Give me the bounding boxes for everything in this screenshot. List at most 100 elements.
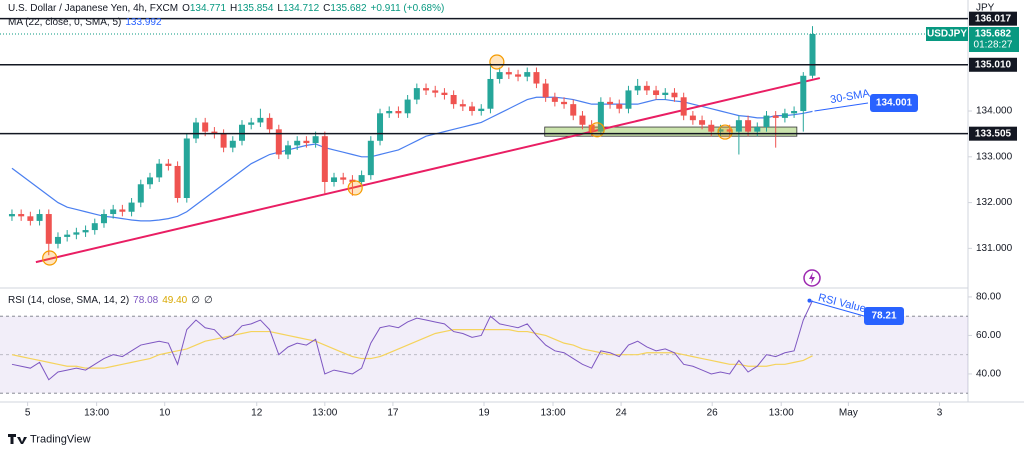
- candle-body: [413, 88, 420, 100]
- x-tick-label: 13:00: [769, 408, 794, 419]
- candle-body: [82, 230, 89, 233]
- candle-body: [367, 140, 374, 176]
- trendline: [35, 77, 821, 264]
- rsi-tick-label: 60.00: [976, 330, 1001, 341]
- x-tick-label: 13:00: [540, 408, 565, 419]
- y-tick-label: 134.000: [976, 106, 1013, 117]
- touch-circle: [42, 250, 58, 266]
- level-label: 136.017: [975, 13, 1012, 24]
- annotation-arrow: [814, 102, 869, 112]
- candle-body: [137, 184, 144, 203]
- lightning-icon: [803, 269, 821, 287]
- rsi-annotation-text: RSI Value: [817, 292, 867, 315]
- candle-body: [570, 104, 577, 116]
- level-label-box: [969, 57, 1017, 72]
- candle-body: [680, 97, 687, 116]
- x-tick-label: 19: [478, 408, 490, 419]
- x-tick-label: 24: [616, 408, 628, 419]
- low-value: 134.712: [282, 3, 320, 14]
- candle-body: [450, 94, 457, 105]
- candle-body: [156, 163, 163, 178]
- candle-body: [266, 117, 273, 130]
- candle-body: [708, 124, 715, 132]
- candle-body: [662, 92, 669, 95]
- rsi-ma-value: 49.40: [162, 295, 188, 306]
- x-tick-label: 17: [387, 408, 399, 419]
- rsi-tick-label: 40.00: [976, 369, 1001, 380]
- x-tick-label: 13:00: [84, 408, 109, 419]
- candle-body: [763, 115, 770, 128]
- candle-body: [487, 78, 494, 109]
- candle-body: [174, 165, 181, 199]
- candle-body: [772, 115, 779, 118]
- candle-body: [36, 214, 43, 221]
- x-tick-label: 26: [707, 408, 719, 419]
- rsi-ma-line: [11, 329, 813, 369]
- ma-line: [11, 96, 813, 222]
- candle-body: [202, 122, 209, 132]
- candle-body: [119, 209, 126, 212]
- rsi-flag: ∅: [191, 295, 200, 306]
- candle-body: [505, 72, 512, 75]
- candle-body: [634, 85, 641, 91]
- candle-body: [726, 129, 733, 132]
- x-tick-label: May: [839, 408, 858, 419]
- close-key: C135.682: [323, 3, 367, 14]
- candle-body: [607, 101, 614, 105]
- candle-body: [791, 111, 798, 114]
- level-label-box: [969, 11, 1017, 26]
- candle-body: [275, 129, 282, 155]
- ma-name: MA (22, close, 0, SMA, 5): [8, 17, 122, 28]
- rsi-annotation-value: 78.21: [871, 311, 896, 322]
- level-label: 133.505: [975, 128, 1012, 139]
- high-value: 135.854: [237, 3, 274, 14]
- candle-body: [331, 177, 338, 182]
- candle-body: [358, 175, 365, 182]
- candle-body: [54, 236, 61, 244]
- candle-body: [671, 92, 678, 98]
- candle-body: [377, 113, 384, 141]
- currency: JPY: [976, 3, 995, 14]
- candle-body: [73, 232, 80, 235]
- candle-body: [689, 115, 696, 121]
- candle-body: [588, 124, 595, 132]
- candle-body: [303, 140, 310, 144]
- y-tick-label: 132.000: [976, 197, 1013, 208]
- ticker: USDJPY: [927, 29, 967, 40]
- level-label: 135.010: [975, 59, 1012, 70]
- candle-body: [294, 140, 301, 146]
- candle-body: [211, 131, 218, 134]
- tradingview-logo: TradingView: [8, 433, 91, 445]
- close-value: 135.682: [330, 3, 367, 14]
- candle-body: [809, 34, 816, 76]
- candle-body: [248, 122, 255, 125]
- candle-body: [542, 83, 549, 98]
- candle-body: [745, 120, 752, 132]
- rsi-legend: RSI (14, close, SMA, 14, 2) 78.08 49.40 …: [8, 295, 213, 306]
- candle-body: [312, 136, 319, 144]
- candle-body: [340, 177, 347, 180]
- candle-body: [469, 106, 476, 112]
- x-tick-label: 10: [159, 408, 171, 419]
- candle-body: [432, 90, 439, 93]
- candle-body: [285, 145, 292, 155]
- support-zone: [544, 126, 798, 137]
- price-box: [969, 27, 1019, 53]
- candle-body: [441, 92, 448, 95]
- candle-body: [800, 75, 807, 112]
- x-tick-label: 13:00: [312, 408, 337, 419]
- candle-body: [478, 108, 485, 112]
- candle-body: [192, 122, 199, 139]
- candle-body: [64, 234, 71, 237]
- header-legend: U.S. Dollar / Japanese Yen, 4h, FXCM O13…: [8, 3, 444, 14]
- touch-circle: [717, 124, 733, 140]
- brand: TradingView: [30, 433, 91, 445]
- candle-body: [735, 120, 742, 132]
- candle-body: [533, 72, 540, 84]
- candle-body: [220, 133, 227, 148]
- candle-body: [579, 115, 586, 125]
- level-label-box: [969, 126, 1017, 141]
- candle-body: [653, 90, 660, 95]
- candle-body: [524, 72, 531, 77]
